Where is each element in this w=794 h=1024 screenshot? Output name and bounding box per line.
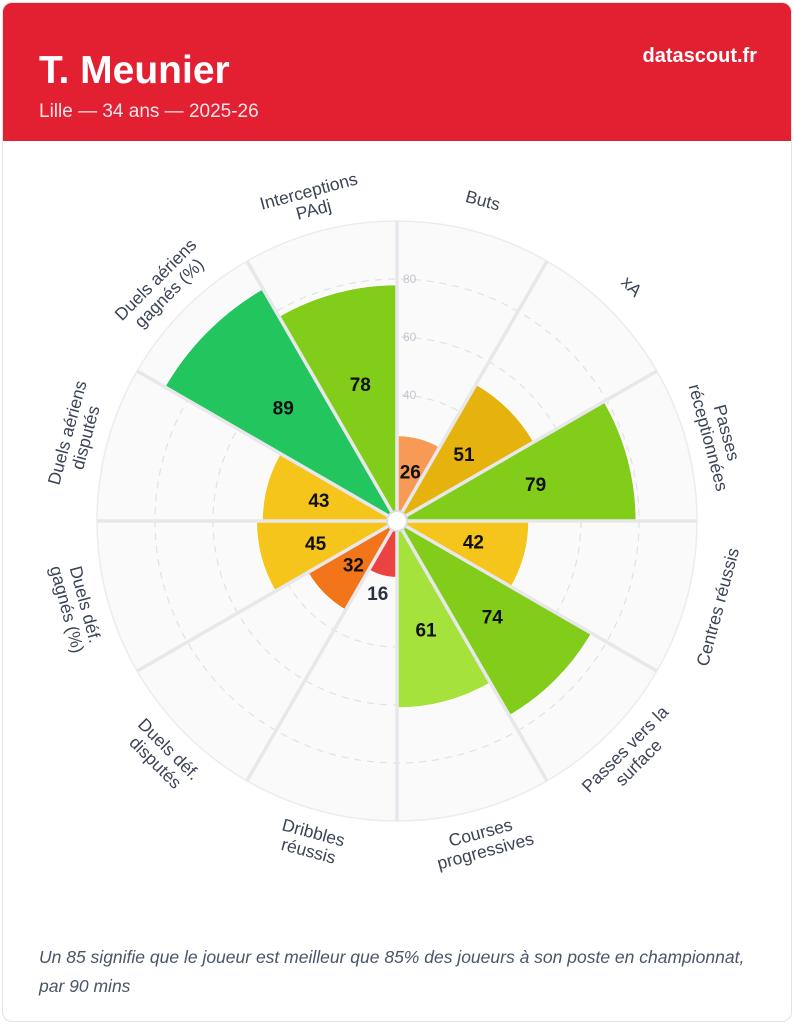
value-label-5: 61 [415,620,437,641]
category-label-0: Buts [463,186,502,214]
category-label-3: Centres réussis [692,545,743,668]
tick-label-40: 40 [403,388,417,402]
tick-label-60: 60 [403,330,417,344]
brand-link[interactable]: datascout.fr [642,45,757,67]
value-label-4: 74 [482,607,504,628]
spoke-2 [404,369,658,518]
category-label-2: Passesréceptionnées [685,377,751,494]
footnote: Un 85 signifie que le joueur est meilleu… [39,947,745,996]
spoke-10 [136,369,390,518]
category-label-9: Duels aériensdisputés [44,378,109,492]
value-label-0: 26 [400,463,421,484]
spoke-5 [400,528,549,782]
spoke-11 [245,260,394,514]
category-label-6: Dribblesréussis [275,815,347,869]
category-label-5: Coursesprogressives [430,810,536,873]
player-meta: Lille — 34 ans — 2025-26 [39,101,259,122]
spoke-1 [400,260,549,514]
value-label-2: 79 [525,475,546,496]
category-label-8: Duels déf.gagnés (%) [46,559,107,656]
value-label-9: 43 [308,491,329,512]
value-label-11: 78 [350,375,371,396]
header-banner: T. Meunier Lille — 34 ans — 2025-26 data… [3,3,791,141]
value-label-7: 32 [343,556,364,577]
value-label-6: 16 [367,584,388,605]
spoke-8 [136,524,390,673]
center-hole [386,510,408,532]
category-label-11: InterceptionsPAdj [258,168,365,232]
tick-label-80: 80 [403,272,417,286]
value-label-3: 42 [463,532,484,553]
player-name: T. Meunier [39,49,230,92]
category-label-1: xA [617,272,646,301]
value-label-8: 45 [305,534,327,555]
spoke-4 [404,524,658,673]
spoke-7 [245,528,394,782]
value-label-1: 51 [453,445,475,466]
value-label-10: 89 [273,398,294,419]
